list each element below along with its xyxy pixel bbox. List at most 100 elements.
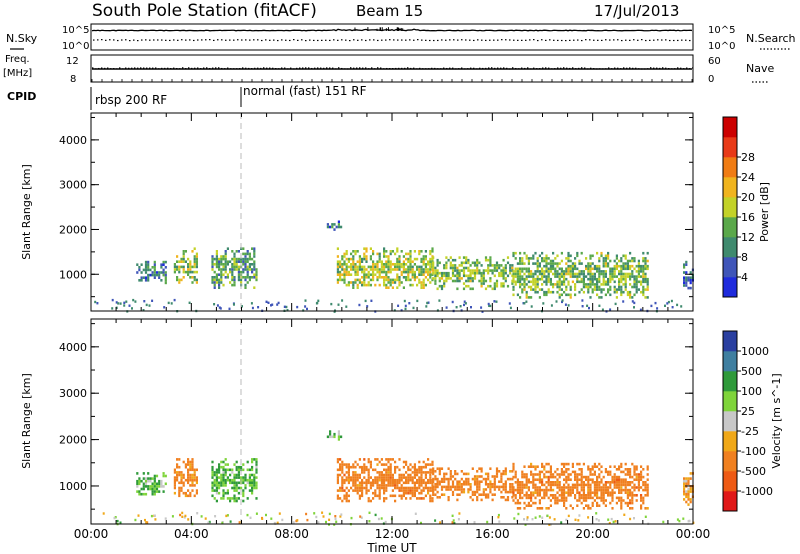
echo-cell-0-6 <box>633 267 636 271</box>
echo-cell-0-0 <box>160 271 163 274</box>
echo-cell-0-1 <box>178 270 181 274</box>
echo-clutter-1 <box>305 512 308 516</box>
nsearch-trace-dot <box>157 39 159 41</box>
echo-cell-1-4 <box>383 473 386 477</box>
echo-cell-1-6 <box>521 483 524 487</box>
echo-cell-0-6 <box>527 275 530 278</box>
echo-cell-1-5 <box>489 488 492 491</box>
echo-cell-1-4 <box>341 489 344 492</box>
echo-cell-0-4 <box>422 257 425 261</box>
echo-cell-0-6 <box>543 290 546 294</box>
echo-cell-0-5 <box>467 258 470 262</box>
echo-cell-0-1 <box>176 276 179 279</box>
echo-clutter-0 <box>317 299 320 302</box>
echo-cell-1-4 <box>345 491 348 495</box>
echo-cell-1-4 <box>407 481 410 485</box>
echo-cell-1-6 <box>646 494 649 497</box>
echo-cell-1-4 <box>389 478 392 482</box>
echo-cell-1-1 <box>191 468 194 472</box>
echo-cell-0-6 <box>615 262 618 265</box>
echo-cell-0-4 <box>354 263 357 266</box>
echo-cell-1-5 <box>502 472 505 476</box>
nave-trace-dot <box>206 67 208 69</box>
nave-trace-dot <box>356 67 358 69</box>
echo-clutter-1 <box>292 521 295 524</box>
echo-cell-0-4 <box>418 268 421 271</box>
echo-cell-1-4 <box>367 489 370 492</box>
echo-cell-1-5 <box>440 477 444 481</box>
echo-cell-1-6 <box>547 470 550 474</box>
echo-cell-0-1 <box>193 278 196 282</box>
echo-cell-1-6 <box>530 481 533 484</box>
echo-cell-0-5 <box>491 287 494 291</box>
echo-cell-0-0 <box>153 266 156 269</box>
echo-cell-1-4 <box>367 460 370 464</box>
echo-cell-0-0 <box>151 266 154 269</box>
echo-cell-1-4 <box>413 494 416 498</box>
echo-cell-1-4 <box>389 458 392 461</box>
echo-cell-0-6 <box>560 293 563 297</box>
echo-cell-0-0 <box>164 260 167 264</box>
echo-cell-0-5 <box>487 269 490 272</box>
echo-cell-1-6 <box>527 486 530 489</box>
echo-cell-0-2 <box>218 278 221 282</box>
echo-cell-1-6 <box>549 488 552 492</box>
echo-cell-1-6 <box>593 486 596 489</box>
echo-cell-1-1 <box>193 484 196 487</box>
colorbar-segment <box>723 197 737 218</box>
echo-clutter-1 <box>538 515 541 518</box>
echo-cell-1-4 <box>413 473 416 477</box>
echo-cell-0-6 <box>516 262 519 265</box>
echo-cell-1-6 <box>532 473 535 476</box>
echo-cell-1-4 <box>387 484 390 487</box>
echo-cell-1-6 <box>615 496 618 500</box>
echo-cell-1-1 <box>193 468 196 472</box>
echo-cell-1-5 <box>438 480 441 483</box>
echo-cell-1-6 <box>538 488 541 492</box>
echo-clutter-1 <box>644 515 647 518</box>
echo-clutter-0 <box>188 301 191 304</box>
echo-cell-1-6 <box>626 468 629 471</box>
echo-cell-1-2 <box>233 478 236 482</box>
echo-cell-0-2 <box>237 265 240 269</box>
echo-cell-0-1 <box>184 270 187 274</box>
y-tick-label: 4000 <box>59 134 87 147</box>
colorbar-frame <box>722 330 738 512</box>
echo-cell-1-6 <box>580 470 583 474</box>
echo-cell-1-0 <box>142 492 145 496</box>
echo-cell-1-3 <box>329 435 332 439</box>
echo-cell-1-2 <box>211 494 214 498</box>
echo-cell-0-4 <box>383 283 386 287</box>
echo-cell-0-2 <box>255 276 258 279</box>
nsearch-trace-dot <box>637 39 639 41</box>
nsearch-trace-dot <box>393 39 395 41</box>
echo-cell-0-4 <box>405 252 408 256</box>
echo-cell-0-6 <box>514 280 517 284</box>
echo-cell-0-6 <box>565 272 568 276</box>
echo-cell-0-6 <box>519 283 522 286</box>
echo-cell-1-2 <box>222 494 225 498</box>
echo-cell-1-5 <box>493 493 496 496</box>
echo-clutter-1 <box>306 518 309 522</box>
echo-cell-1-5 <box>454 488 457 491</box>
echo-cell-0-4 <box>409 265 412 269</box>
echo-cell-1-1 <box>195 481 198 485</box>
nsearch-trace-dot <box>485 39 487 42</box>
echo-cell-0-4 <box>383 255 386 258</box>
echo-cell-1-4 <box>339 465 342 469</box>
echo-cell-1-6 <box>512 475 515 479</box>
echo-cell-0-6 <box>615 275 618 278</box>
echo-cell-0-6 <box>565 285 568 289</box>
echo-cell-0-4 <box>352 250 355 253</box>
echo-cell-0-0 <box>136 271 139 274</box>
echo-clutter-0 <box>464 302 467 305</box>
echo-cell-1-2 <box>233 481 236 485</box>
echo-cell-0-5 <box>509 264 512 267</box>
echo-cell-1-4 <box>422 497 425 500</box>
echo-cell-1-6 <box>558 473 561 476</box>
nave-trace-dot <box>683 68 685 70</box>
nsearch-trace-dot <box>525 39 527 41</box>
echo-cell-1-4 <box>429 499 432 503</box>
echo-cell-1-6 <box>637 473 640 476</box>
nave-trace-dot <box>140 67 142 69</box>
